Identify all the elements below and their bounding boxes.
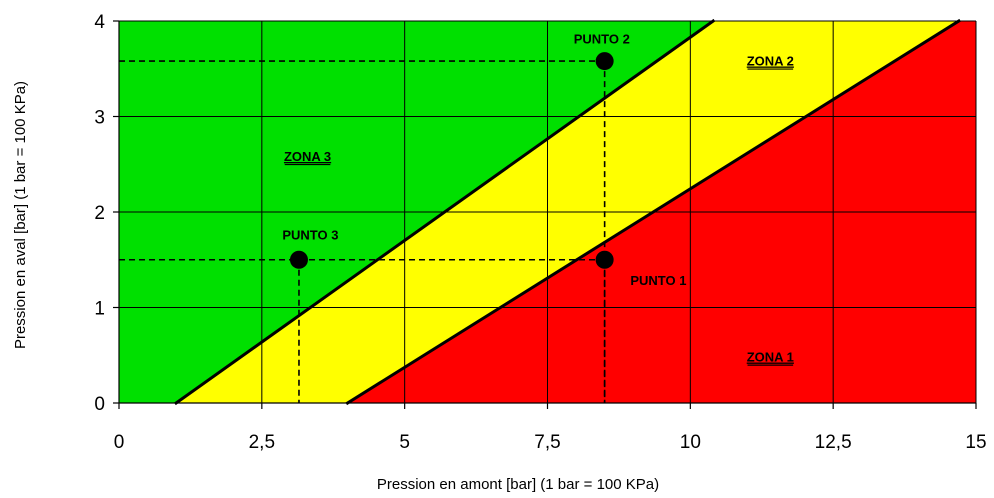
point-marker-2 bbox=[595, 52, 614, 71]
chart-labels: PUNTO 1 PUNTO 2 PUNTO 3 ZONA 1 ZONA 2 ZONA 3 bbox=[282, 32, 794, 366]
x-axis-label: Pression en amont [bar] (1 bar = 100 KPa… bbox=[377, 476, 659, 493]
point-marker-1 bbox=[595, 250, 614, 269]
y-tick-label: 4 bbox=[94, 12, 105, 33]
x-tick-label: 2,5 bbox=[249, 432, 275, 453]
point-guide-lines bbox=[119, 60, 606, 403]
y-tick-label: 2 bbox=[94, 203, 105, 224]
y-axis-label: Pression en aval [bar] (1 bar = 100 KPa) bbox=[12, 81, 29, 349]
axes: 0 2,5 5 7,5 10 12,5 15 0 1 2 3 4 bbox=[94, 12, 986, 453]
point-label-3: PUNTO 3 bbox=[282, 227, 338, 242]
grid-lines bbox=[119, 20, 977, 403]
point-label-2: PUNTO 2 bbox=[574, 32, 630, 47]
zone-label-1: ZONA 1 bbox=[747, 350, 794, 365]
zone-boundary-line-1 bbox=[174, 18, 716, 406]
data-points bbox=[289, 52, 614, 269]
y-tick-label: 1 bbox=[94, 299, 105, 320]
x-tick-label: 7,5 bbox=[534, 432, 560, 453]
zone-label-3: ZONA 3 bbox=[284, 149, 331, 164]
y-tick-label: 0 bbox=[94, 394, 105, 415]
zone-boundary-line-2 bbox=[345, 18, 961, 406]
point-label-1: PUNTO 1 bbox=[630, 273, 686, 288]
x-tick-label: 0 bbox=[114, 432, 125, 453]
x-tick-label: 12,5 bbox=[815, 432, 852, 453]
y-tick-label: 3 bbox=[94, 108, 105, 129]
x-tick-label: 15 bbox=[965, 432, 986, 453]
point-marker-3 bbox=[289, 250, 308, 269]
x-tick-label: 5 bbox=[399, 432, 410, 453]
x-tick-label: 10 bbox=[680, 432, 701, 453]
zone-boundaries bbox=[174, 18, 961, 406]
zone-label-2: ZONA 2 bbox=[747, 54, 794, 69]
